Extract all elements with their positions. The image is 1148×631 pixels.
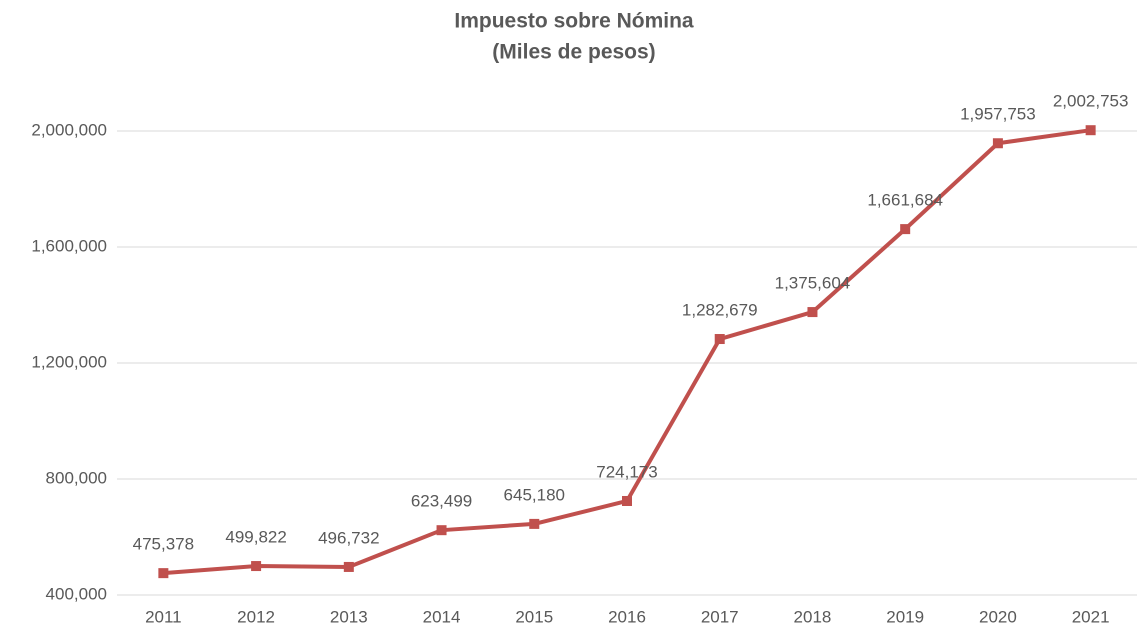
data-label: 496,732 [318,528,379,547]
marker [714,334,725,345]
x-tick-label: 2012 [237,607,275,626]
marker [343,561,354,572]
marker [436,525,447,536]
data-label: 724,173 [596,462,657,481]
data-label: 1,375,604 [775,274,851,293]
marker [158,568,169,579]
marker [251,561,262,572]
x-tick-label: 2020 [979,607,1017,626]
x-tick-label: 2013 [330,607,368,626]
data-label: 623,499 [411,492,472,511]
marker [807,307,818,318]
data-label: 1,661,684 [867,191,943,210]
y-tick-label: 1,600,000 [31,236,107,255]
chart-subtitle: (Miles de pesos) [492,41,655,64]
x-tick-label: 2014 [423,607,461,626]
data-label: 645,180 [504,485,565,504]
marker [992,138,1003,149]
chart-title: Impuesto sobre Nómina [454,10,694,33]
data-label: 475,378 [133,535,194,554]
data-label: 2,002,753 [1053,92,1129,111]
marker [900,224,911,235]
data-label: 1,957,753 [960,105,1036,124]
x-tick-label: 2016 [608,607,646,626]
data-label: 499,822 [225,528,286,547]
y-tick-label: 2,000,000 [31,120,107,139]
x-tick-label: 2018 [794,607,832,626]
y-tick-label: 800,000 [46,468,107,487]
x-tick-label: 2019 [886,607,924,626]
y-tick-label: 1,200,000 [31,352,107,371]
marker [1085,125,1096,136]
marker [622,495,632,506]
y-tick-label: 400,000 [46,584,107,603]
x-tick-label: 2015 [515,607,553,626]
x-tick-label: 2021 [1072,607,1110,626]
line [163,128,1091,576]
x-tick-label: 2017 [701,607,739,626]
x-tick-label: 2011 [145,607,182,626]
marker [529,518,540,529]
data-label: 1,282,679 [682,301,758,320]
